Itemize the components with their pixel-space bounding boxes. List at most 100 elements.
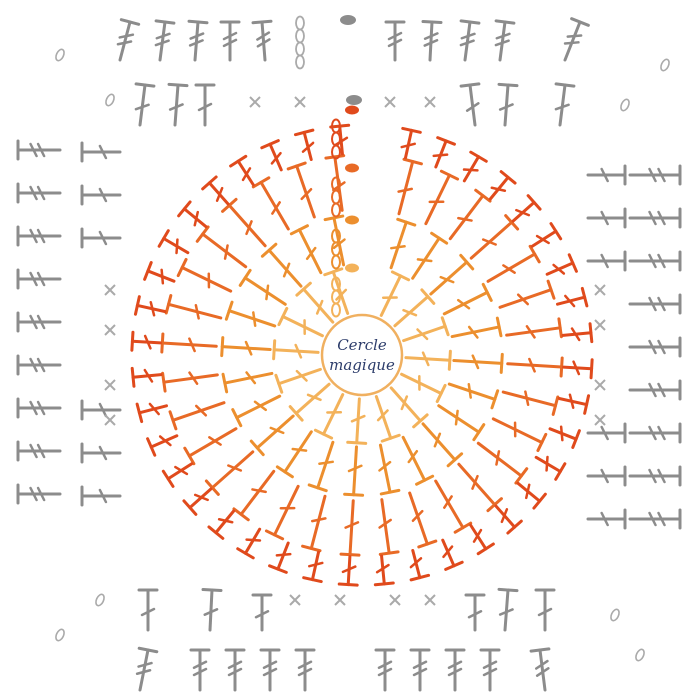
round-2-stitch (437, 404, 486, 442)
right-inner-stitch (586, 250, 627, 272)
round-stitches (130, 123, 594, 587)
bottom-inner-stitch (137, 588, 159, 632)
chain-oval (331, 254, 341, 270)
round-1-stitch (274, 367, 322, 394)
right-outer-stitch (628, 508, 682, 530)
single-crochet-x (594, 414, 606, 426)
round-1-stitch (374, 395, 401, 443)
top-inner-stitch (497, 82, 519, 127)
round-4-stitch (488, 170, 517, 201)
round-3-stitch (324, 154, 346, 212)
right-inner-stitch (586, 164, 627, 186)
right-inner-stitch (586, 207, 627, 229)
round-4-stitch (201, 175, 230, 206)
left-outer-stitch (16, 182, 62, 204)
round-3-stitch (164, 294, 223, 320)
magic-ring-label-line2: magique (329, 356, 395, 374)
right-inner-stitch (586, 465, 627, 487)
single-crochet-x (104, 324, 116, 336)
left-inner-stitch (80, 399, 122, 421)
chain-oval (55, 628, 65, 642)
slip-stitch-mark (345, 215, 359, 225)
top-inner-stitch (554, 82, 576, 127)
bottom-inner-stitch (497, 587, 519, 632)
chain-oval (331, 189, 341, 205)
round-3-stitch (397, 157, 423, 216)
round-4-stitch (432, 136, 456, 169)
round-4-stitch (268, 541, 292, 574)
single-crochet-x (104, 379, 116, 391)
magic-ring-label-line1: Cercle (337, 336, 387, 354)
bottom-outer-stitch (409, 648, 431, 692)
round-2-stitch (323, 214, 346, 267)
chain-oval (660, 58, 670, 72)
right-outer-stitch (628, 250, 682, 272)
round-3-stitch (457, 462, 503, 513)
left-outer-stitch (16, 354, 62, 376)
slip-stitch-mark (345, 263, 359, 273)
bottom-inner-stitch (201, 588, 223, 632)
round-2-stitch (450, 316, 503, 339)
round-4-stitch (207, 509, 236, 540)
top-outer-stitch (154, 19, 176, 62)
round-3-stitch (469, 214, 520, 260)
right-inner-stitch (586, 422, 627, 444)
left-outer-stitch (16, 139, 62, 161)
round-4-stitch (135, 402, 168, 424)
round-4-stitch (130, 330, 162, 352)
bottom-inner-stitch (534, 588, 556, 632)
chain-oval (295, 41, 305, 57)
right-outer-stitch (628, 465, 682, 487)
bottom-inner-stitch (464, 593, 486, 632)
round-4-stitch (516, 481, 547, 510)
chain-oval (331, 302, 341, 318)
left-outer-stitch (16, 268, 62, 290)
top-outer-stitch (563, 17, 590, 62)
round-3-stitch (301, 494, 327, 553)
round-3-stitch (195, 225, 248, 269)
left-inner-stitch (80, 442, 122, 464)
right-outer-stitch (628, 293, 682, 315)
top-outer-stitch (494, 19, 516, 62)
round-4-stitch (562, 358, 594, 380)
round-3-stitch (160, 332, 218, 354)
top-inner-stitch (167, 82, 189, 127)
single-crochet-x (289, 594, 301, 606)
round-2-stitch (275, 430, 313, 479)
chain-oval (55, 48, 65, 62)
round-1-stitch (389, 386, 429, 429)
bottom-outer-stitch (444, 648, 466, 692)
round-3-stitch (408, 491, 438, 549)
slip-stitch-mark (345, 163, 359, 173)
round-2-stitch (307, 440, 335, 493)
round-2-stitch (442, 282, 493, 316)
round-3-stitch (505, 317, 563, 339)
round-1-stitch (288, 382, 331, 422)
round-1-stitch (402, 316, 450, 343)
single-crochet-x (424, 594, 436, 606)
round-1-stitch (295, 281, 335, 324)
slip-stitch-mark (345, 105, 359, 115)
top-inner-stitch (134, 82, 156, 127)
round-3-stitch (204, 450, 255, 496)
round-3-stitch (221, 197, 267, 248)
round-4-stitch (561, 322, 594, 344)
round-3-stitch (183, 427, 238, 466)
left-outer-stitch (16, 225, 62, 247)
round-4-stitch (177, 200, 208, 229)
right-outer-stitch (628, 164, 682, 186)
chain-oval (635, 648, 645, 662)
round-3-stitch (498, 279, 556, 309)
round-2-stitch (452, 352, 504, 374)
left-inner-stitch (80, 184, 122, 206)
round-4-stitch (337, 555, 359, 587)
round-4-stitch (409, 549, 431, 582)
bottom-inner-stitch (251, 593, 273, 632)
single-crochet-x (389, 594, 401, 606)
bottom-outer-stitch (135, 646, 159, 692)
round-3-stitch (378, 498, 400, 556)
chain-oval (295, 54, 305, 70)
round-4-stitch (302, 550, 324, 584)
right-outer-stitch (628, 336, 682, 358)
round-2-stitch (289, 224, 323, 275)
